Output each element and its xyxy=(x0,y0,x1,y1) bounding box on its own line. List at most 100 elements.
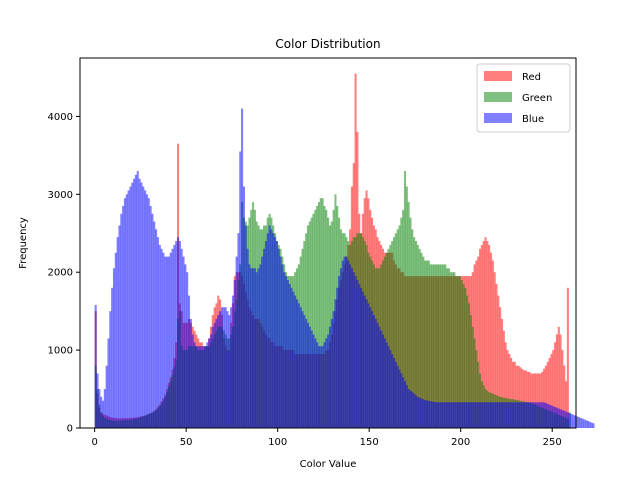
bar xyxy=(458,402,461,428)
bar xyxy=(561,410,564,428)
bar xyxy=(352,272,355,428)
bar xyxy=(515,402,518,428)
bar xyxy=(557,408,560,428)
bar xyxy=(349,264,352,428)
bar xyxy=(378,326,381,428)
bar xyxy=(180,248,183,428)
bar xyxy=(341,260,344,428)
bar xyxy=(546,361,549,428)
bar xyxy=(316,206,319,428)
bar xyxy=(425,400,428,428)
bar xyxy=(392,357,396,428)
bar xyxy=(129,186,132,428)
bar xyxy=(519,402,522,428)
bar xyxy=(510,402,513,428)
bar xyxy=(535,402,538,428)
bar xyxy=(385,252,388,428)
bar xyxy=(310,330,313,428)
bar xyxy=(241,108,244,428)
bar xyxy=(493,402,496,428)
bar xyxy=(413,237,416,428)
bar xyxy=(522,402,525,428)
bar xyxy=(367,303,370,428)
bar xyxy=(469,402,472,428)
bar xyxy=(206,342,209,428)
bar xyxy=(96,373,99,428)
bar xyxy=(371,311,374,428)
chart-title: Color Distribution xyxy=(275,37,380,51)
bar xyxy=(147,198,150,428)
bar xyxy=(222,307,225,428)
bar xyxy=(411,229,414,428)
bar xyxy=(204,346,207,428)
bar xyxy=(261,256,264,428)
bar xyxy=(455,402,458,428)
bar xyxy=(319,198,322,428)
bar xyxy=(252,268,255,428)
bar xyxy=(336,287,339,428)
y-tick-label: 1000 xyxy=(48,346,73,357)
bar xyxy=(398,225,401,428)
bar xyxy=(427,260,430,428)
bar xyxy=(586,420,590,428)
plot-frame xyxy=(79,57,577,429)
bar xyxy=(145,194,148,428)
x-tick-label: 0 xyxy=(91,437,97,448)
bar xyxy=(533,373,536,428)
bar xyxy=(438,264,441,428)
bar xyxy=(363,295,366,428)
bar xyxy=(500,318,504,428)
x-tick-label: 200 xyxy=(451,437,470,448)
bar xyxy=(484,402,487,428)
bar xyxy=(191,334,194,428)
bar xyxy=(125,194,128,428)
bar xyxy=(277,248,280,428)
bar xyxy=(156,237,159,428)
bar xyxy=(486,241,489,428)
bar xyxy=(268,225,271,428)
bar xyxy=(215,318,218,428)
bar xyxy=(347,260,350,428)
bar xyxy=(198,346,202,428)
bar xyxy=(297,303,300,428)
bar xyxy=(521,402,524,428)
bar xyxy=(502,330,505,428)
bar xyxy=(526,371,529,428)
bar xyxy=(576,416,579,428)
bar xyxy=(466,402,469,428)
bar xyxy=(314,209,317,428)
bar xyxy=(568,413,571,428)
bar xyxy=(186,272,189,428)
bar xyxy=(116,237,119,428)
bar xyxy=(458,276,461,428)
bar xyxy=(435,264,438,428)
bar xyxy=(396,365,399,428)
legend-swatch-green xyxy=(484,92,512,102)
bar xyxy=(398,369,401,428)
bar xyxy=(358,283,361,428)
bar xyxy=(504,402,507,428)
bar xyxy=(477,256,480,428)
x-axis-label: Color Value xyxy=(300,459,357,470)
bar xyxy=(433,401,436,428)
bar xyxy=(500,402,504,428)
bar xyxy=(581,418,584,428)
bar xyxy=(242,186,245,428)
bar xyxy=(479,373,482,428)
bar xyxy=(566,412,569,428)
bar xyxy=(447,402,450,428)
bar xyxy=(142,186,145,428)
bar xyxy=(425,260,428,428)
bar xyxy=(565,381,568,428)
bar xyxy=(235,256,238,428)
bar xyxy=(374,318,377,428)
bar xyxy=(464,402,467,428)
bar xyxy=(546,403,549,428)
bar xyxy=(489,402,493,428)
bar xyxy=(427,400,430,428)
legend-swatch-red xyxy=(484,71,512,81)
bar xyxy=(532,402,535,428)
bar xyxy=(231,295,234,428)
bar xyxy=(524,402,527,428)
